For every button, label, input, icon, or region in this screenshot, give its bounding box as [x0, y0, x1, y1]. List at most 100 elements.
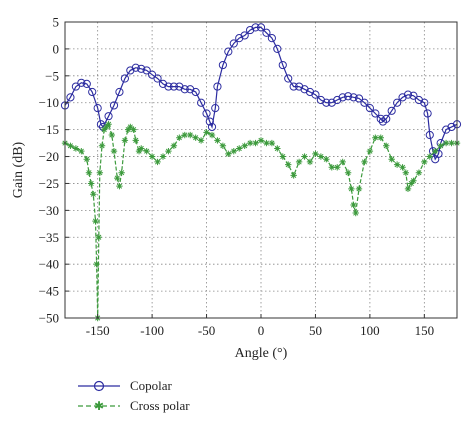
data-point	[208, 131, 216, 139]
data-point	[241, 142, 248, 149]
data-point	[312, 150, 319, 158]
data-point	[93, 104, 102, 113]
data-point	[67, 142, 74, 149]
data-point	[143, 147, 150, 155]
data-point	[301, 153, 308, 160]
data-point	[165, 147, 172, 155]
data-point	[311, 90, 320, 99]
x-tick-label: 100	[360, 323, 380, 338]
data-point	[323, 156, 330, 163]
data-point	[382, 114, 391, 123]
x-tick-label: 150	[415, 323, 435, 338]
data-point	[211, 104, 220, 113]
data-point	[355, 185, 363, 193]
data-point	[279, 153, 286, 160]
data-point	[426, 153, 433, 160]
data-point	[361, 158, 368, 166]
data-point	[251, 23, 260, 32]
data-point	[135, 147, 143, 155]
data-point	[344, 169, 352, 176]
data-point	[432, 147, 439, 155]
x-axis-title: Angle (°)	[235, 346, 288, 361]
data-point	[339, 158, 346, 166]
y-tick-label: −5	[45, 68, 59, 83]
data-point	[409, 91, 418, 100]
data-point	[334, 164, 341, 171]
data-point	[408, 180, 415, 187]
x-tick-label: -50	[198, 323, 215, 338]
data-point	[442, 139, 450, 147]
legend-item-cross-polar: ✱ Cross polar	[78, 398, 190, 413]
data-point	[360, 98, 369, 107]
data-point	[349, 93, 358, 102]
data-point	[289, 82, 298, 91]
y-tick-label: 0	[53, 41, 60, 56]
data-point	[142, 66, 151, 75]
data-point	[354, 94, 364, 103]
data-point	[114, 174, 121, 182]
y-tick-label: −20	[39, 149, 59, 164]
data-point	[132, 137, 139, 144]
x-tick-label: 50	[309, 323, 322, 338]
data-point	[82, 79, 91, 88]
data-point	[96, 120, 106, 129]
data-point	[180, 85, 189, 94]
data-point	[101, 126, 108, 133]
data-point	[252, 139, 259, 147]
data-point	[120, 74, 129, 83]
data-point	[365, 104, 374, 113]
data-point	[403, 90, 413, 99]
data-point	[164, 82, 173, 91]
data-point	[170, 142, 178, 149]
data-point	[181, 131, 188, 139]
data-point	[377, 134, 384, 141]
data-point	[103, 123, 110, 131]
legend-copolar-marker	[93, 380, 105, 392]
data-point	[116, 182, 123, 190]
y-tick-label: −40	[39, 257, 59, 272]
data-point	[425, 130, 434, 140]
data-point	[213, 82, 222, 91]
data-point	[187, 131, 194, 139]
y-tick-label: 5	[53, 15, 60, 30]
data-point	[404, 185, 412, 193]
data-point	[72, 145, 80, 152]
data-point	[98, 142, 106, 149]
data-point	[197, 98, 206, 107]
data-point	[71, 82, 80, 91]
data-point	[267, 34, 276, 43]
data-point	[350, 201, 357, 209]
data-point	[402, 169, 410, 176]
data-point	[118, 169, 125, 176]
data-point	[169, 82, 178, 91]
data-point	[372, 134, 379, 141]
data-point	[224, 47, 233, 56]
data-point	[366, 147, 374, 155]
data-point	[83, 156, 90, 163]
data-point	[236, 145, 243, 152]
data-point	[262, 28, 271, 37]
data-point	[109, 101, 119, 110]
data-point	[197, 137, 205, 144]
data-point	[256, 23, 266, 32]
data-point	[92, 217, 99, 225]
data-point	[104, 112, 113, 121]
data-point	[322, 98, 331, 107]
data-point	[410, 177, 417, 184]
y-tick-label: −50	[39, 311, 59, 326]
data-point	[218, 60, 227, 70]
y-tick-label: −30	[39, 203, 59, 218]
data-point	[207, 122, 217, 132]
y-tick-label: −45	[39, 284, 59, 299]
data-point	[285, 161, 292, 168]
legend-item-copolar: Copolar	[78, 378, 173, 393]
data-point	[387, 106, 396, 115]
data-point	[205, 117, 214, 126]
data-point	[317, 153, 325, 160]
data-point	[338, 93, 347, 102]
data-point	[376, 114, 385, 123]
data-point	[240, 31, 249, 40]
data-point	[274, 145, 281, 152]
data-point	[437, 142, 444, 149]
y-tick-label: −35	[39, 230, 59, 245]
